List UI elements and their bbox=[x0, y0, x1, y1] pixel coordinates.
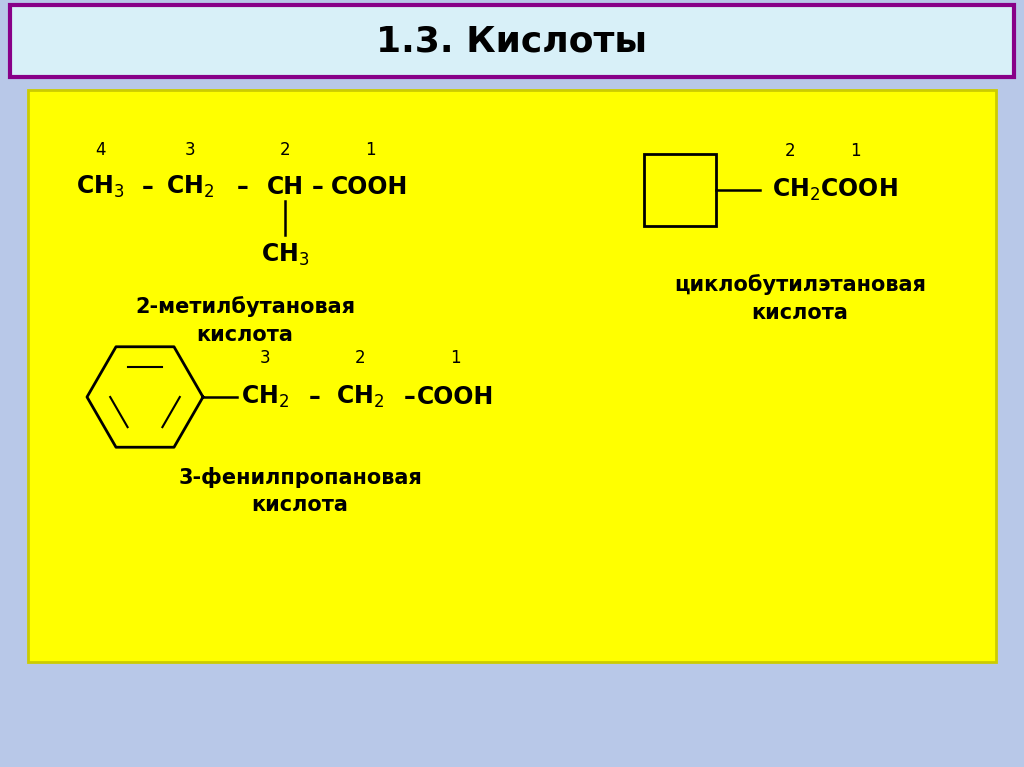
Text: 1: 1 bbox=[450, 349, 461, 367]
Text: 2-метилбутановая: 2-метилбутановая bbox=[135, 297, 355, 318]
Text: 2: 2 bbox=[280, 141, 291, 159]
Text: кислота: кислота bbox=[252, 495, 348, 515]
Text: CH$_2$COOH: CH$_2$COOH bbox=[772, 177, 898, 203]
Text: CH$_2$: CH$_2$ bbox=[166, 174, 214, 200]
Text: CH$_2$: CH$_2$ bbox=[336, 384, 384, 410]
Text: CH$_2$: CH$_2$ bbox=[241, 384, 289, 410]
Text: кислота: кислота bbox=[197, 325, 294, 345]
Text: –: – bbox=[142, 175, 154, 199]
Text: 3-фенилпропановая: 3-фенилпропановая bbox=[178, 466, 422, 488]
Text: –: – bbox=[309, 385, 321, 409]
Text: –: – bbox=[238, 175, 249, 199]
Text: CH: CH bbox=[266, 175, 303, 199]
Text: 3: 3 bbox=[260, 349, 270, 367]
Bar bbox=[28, 90, 996, 662]
Text: 2: 2 bbox=[784, 142, 796, 160]
Bar bbox=[644, 154, 716, 226]
Text: 4: 4 bbox=[95, 141, 105, 159]
Text: 3: 3 bbox=[184, 141, 196, 159]
Text: –: – bbox=[312, 175, 324, 199]
Text: 1: 1 bbox=[365, 141, 376, 159]
Text: CH$_3$: CH$_3$ bbox=[261, 242, 309, 268]
Text: 2: 2 bbox=[354, 349, 366, 367]
Text: кислота: кислота bbox=[752, 303, 849, 323]
Text: 1: 1 bbox=[850, 142, 860, 160]
Text: –: – bbox=[404, 385, 416, 409]
Bar bbox=[10, 5, 1014, 77]
Text: циклобутилэтановая: циклобутилэтановая bbox=[674, 275, 926, 295]
Text: COOH: COOH bbox=[332, 175, 409, 199]
Text: COOH: COOH bbox=[417, 385, 494, 409]
Text: CH$_3$: CH$_3$ bbox=[76, 174, 124, 200]
Text: 1.3. Кислоты: 1.3. Кислоты bbox=[377, 24, 647, 58]
